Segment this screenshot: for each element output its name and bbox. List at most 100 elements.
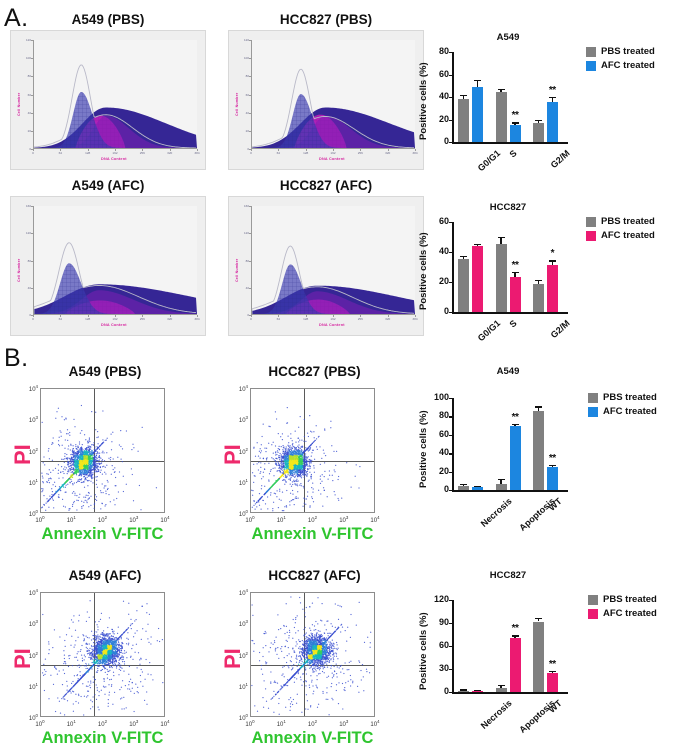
errorbar-cap-1-0-0 [460,256,468,258]
scatter-xlabel-1: Annexin V-FITC [251,525,374,543]
histogram-ytickmark-2-0 [31,206,33,207]
bar-1-2-1 [546,264,558,313]
histogram-xtickmark-2-1 [60,315,62,317]
histogram-xtick-0-5: 320 [167,150,173,155]
legend-item-2-1[interactable]: AFC treated [588,406,657,417]
errorbar-line-2-2-0 [537,406,539,411]
bar-ylabel-3: Positive cells (%) [418,612,429,690]
bar-ytickmark-1-3 [448,222,453,224]
histogram-xtick-0-2: 128 [85,150,91,155]
errorbar-line-1-0-0 [463,256,465,259]
errorbar-cap-3-2-1 [548,670,556,673]
histogram-xtickmark-2-3 [115,315,116,317]
histogram-ytick-2-0: 160 [25,204,31,208]
histogram-xtickmark-0-4 [142,149,144,151]
legend-label-3-1: AFC treated [603,608,657,619]
bar-2-0-1 [472,486,484,490]
histogram-title-3: HCC827 (AFC) [279,178,373,193]
histogram-xtickmark-2-5 [169,315,171,317]
bar-0-0-0 [458,99,470,143]
scatter-xtick-0-3: 103 [129,515,139,524]
histogram-xtickmark-0-6 [197,149,198,151]
errorbar-line-2-1-0 [500,479,502,484]
bar-ytick-0-4: 80 [438,46,449,56]
histogram-ytick-0-4: 40 [27,110,31,115]
bar-1-1-1 [509,276,521,313]
scatter-ytick-3-3: 103 [238,619,248,629]
histogram-ytickmark-0-3 [31,94,33,96]
bar-3-1-1 [509,638,521,693]
errorbar-line-1-1-1 [514,271,516,277]
histogram-ytick-2-4: 0 [20,313,31,317]
histogram-xtickmark-3-3 [333,315,334,317]
legend-item-1-1[interactable]: AFC treated [586,230,655,241]
histogram-ytick-3-2: 80 [245,258,249,263]
histogram-ytickmark-1-6 [249,149,251,150]
histogram-xtickmark-2-2 [87,315,89,317]
bar-ytick-3-1: 30 [438,663,449,673]
histogram-title-2: A549 (AFC) [71,178,145,193]
legend-item-3-0[interactable]: PBS treated [588,594,657,605]
legend-item-0-0[interactable]: PBS treated [586,46,655,57]
scatter-xtick-0-2: 102 [97,515,108,524]
errorbar-cap-2-0-0 [460,484,468,486]
histogram-xtick-3-6: 384 [412,316,418,321]
histogram-ylabel-0: Cell Number [17,92,21,117]
histogram-xtickmark-1-5 [387,149,389,151]
significance-1-2: * [550,248,555,260]
histogram-title-1: HCC827 (PBS) [279,12,373,27]
legend-item-3-1[interactable]: AFC treated [588,608,657,619]
errorbar-cap-3-2-0 [534,617,542,619]
histogram-ytickmark-2-4 [31,315,33,316]
histogram-ytick-3-4: 0 [238,313,249,317]
bar-ytickmark-3-3 [448,623,453,625]
bar-ytickmark-0-2 [448,97,453,99]
bar-ytick-1-0: 0 [443,306,449,316]
histogram-xtickmark-1-2 [305,149,307,151]
legend-swatch-2-0 [588,392,598,403]
bar-ytickmark-1-2 [448,252,453,254]
legend-label-1-0: PBS treated [601,216,655,227]
histogram-ytickmark-3-4 [249,315,251,316]
histogram-xtick-2-5: 320 [167,316,173,321]
histogram-plot-2 [33,206,197,315]
legend-item-2-0[interactable]: PBS treated [588,392,657,403]
bar-ytick-3-2: 60 [438,640,449,650]
errorbar-line-1-2-1 [551,260,553,265]
histogram-xtickmark-1-6 [415,149,416,151]
histogram-xtick-2-6: 384 [194,316,200,321]
errorbar-line-0-0-0 [463,94,465,100]
scatter-ytick-1-0: 100 [238,509,248,518]
bar-category-1-1: S [507,318,519,330]
histogram-xtickmark-3-0 [251,315,252,317]
scatter-ytick-0-1: 101 [28,477,38,487]
histogram-xtick-1-5: 320 [385,150,391,155]
scatter-hline-1 [251,460,374,462]
histogram-xtickmark-3-6 [415,315,416,317]
histogram-xtick-1-6: 384 [412,150,418,155]
histogram-ytickmark-0-2 [31,76,33,78]
errorbar-line-0-2-1 [551,97,553,102]
histogram-ytick-1-2: 80 [245,74,249,79]
bar-ylabel-0: Positive cells (%) [418,62,429,140]
histogram-ytickmark-3-2 [249,260,251,262]
histogram-xtickmark-1-3 [333,149,334,151]
scatter-ytick-0-2: 102 [28,446,38,456]
histogram-xtick-1-3: 192 [330,150,336,155]
histogram-xtickmark-1-4 [360,149,362,151]
histogram-xtick-2-0: 0 [32,316,34,321]
scatter-xtick-3-2: 102 [307,719,318,728]
histogram-ytick-3-1: 120 [243,231,249,236]
histogram-ytick-1-3: 60 [245,92,249,97]
scatter-xtick-3-0: 100 [245,719,255,728]
errorbar-line-3-1-0 [500,685,502,688]
histogram-xlabel-3: DNA Content [319,323,345,327]
legend-item-1-0[interactable]: PBS treated [586,216,655,227]
legend-item-0-1[interactable]: AFC treated [586,60,655,71]
bar-ytickmark-0-4 [448,52,453,54]
scatter-xtick-0-1: 101 [66,515,76,524]
bar-ytick-3-3: 90 [438,617,449,627]
histogram-xtick-2-3: 192 [112,316,118,321]
histogram-xtick-3-1: 64 [276,316,281,321]
scatter-plot-1 [250,388,375,513]
